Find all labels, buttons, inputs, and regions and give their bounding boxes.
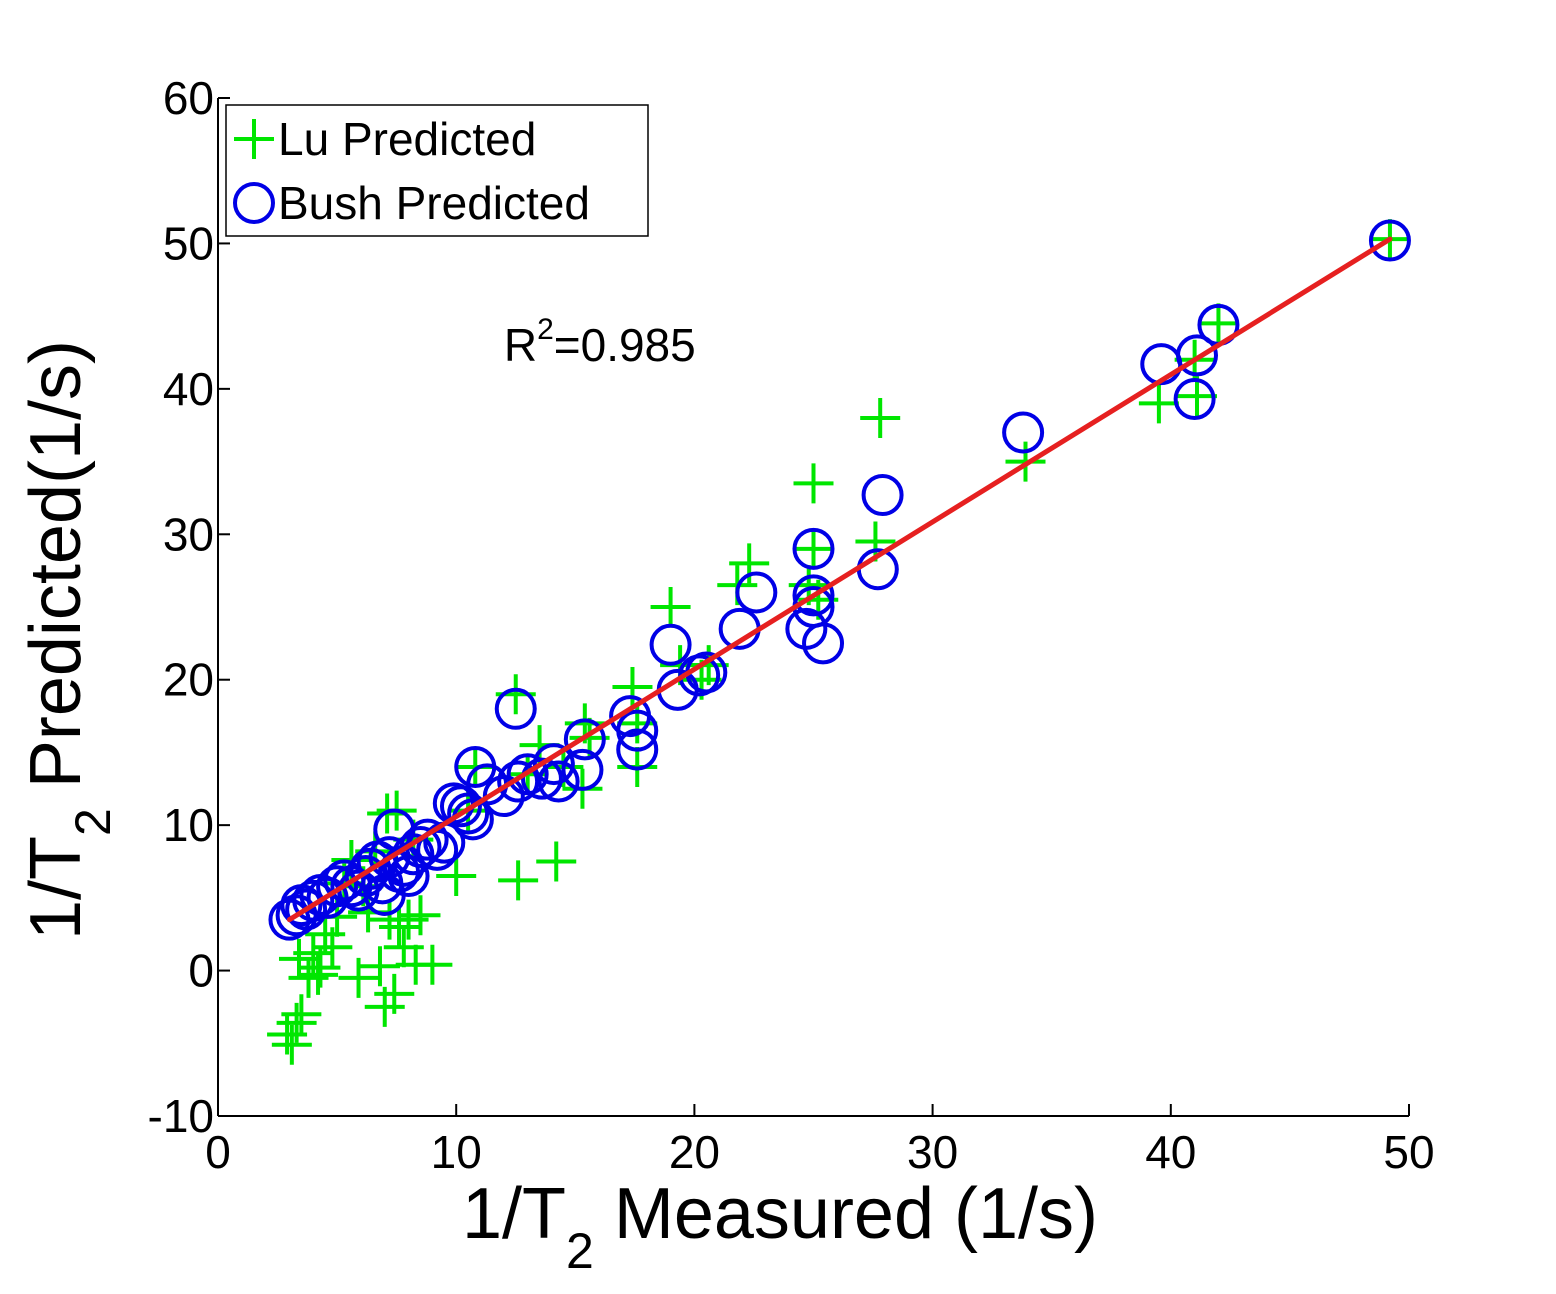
r-squared-annotation: R2=0.985 bbox=[504, 313, 696, 371]
bush-point bbox=[447, 792, 490, 835]
y-tick-label: 30 bbox=[163, 508, 214, 560]
bush-point bbox=[792, 527, 835, 570]
lu-point bbox=[793, 528, 834, 569]
bush-point bbox=[1368, 219, 1411, 262]
bush-point bbox=[649, 623, 692, 666]
bush-point bbox=[1002, 411, 1045, 454]
lu-point bbox=[276, 1002, 317, 1043]
lu-point bbox=[1138, 383, 1179, 424]
r-squared-label: R2=0.985 bbox=[504, 313, 696, 371]
lu-point bbox=[612, 666, 653, 707]
y-tick-label: 50 bbox=[163, 217, 214, 269]
axes bbox=[217, 98, 1409, 1117]
lu-point bbox=[498, 860, 539, 901]
legend: Lu Predicted Bush Predicted bbox=[225, 104, 649, 237]
lu-point bbox=[860, 397, 901, 438]
bush-point bbox=[802, 622, 845, 665]
series-layer bbox=[267, 219, 1411, 1065]
fit-line bbox=[286, 236, 1393, 923]
x-tick-label: 50 bbox=[1383, 1126, 1434, 1178]
bush-point bbox=[861, 474, 904, 517]
bush-point bbox=[285, 888, 328, 931]
lu-point bbox=[793, 463, 834, 504]
lu-point bbox=[271, 1024, 312, 1065]
bush-point bbox=[497, 760, 540, 803]
lu-point bbox=[374, 973, 415, 1014]
x-tick-label: 0 bbox=[205, 1126, 231, 1178]
x-tick-label: 40 bbox=[1145, 1126, 1196, 1178]
legend-label-lu: Lu Predicted bbox=[278, 113, 536, 165]
x-tick-label: 10 bbox=[431, 1126, 482, 1178]
legend-entry-bush: Bush Predicted bbox=[233, 177, 590, 229]
y-tick-label: 60 bbox=[163, 72, 214, 124]
lu-point bbox=[412, 944, 453, 985]
lu-point bbox=[400, 895, 441, 936]
bush-point bbox=[1176, 334, 1219, 377]
lu-point bbox=[298, 954, 339, 995]
y-tick-label: 20 bbox=[163, 654, 214, 706]
lu-point bbox=[1198, 303, 1239, 344]
x-tick-label: 20 bbox=[669, 1126, 720, 1178]
lu-point bbox=[312, 927, 353, 968]
lu-point bbox=[359, 946, 400, 987]
y-tick-label: 10 bbox=[163, 799, 214, 851]
legend-label-bush: Bush Predicted bbox=[278, 177, 590, 229]
bush-point bbox=[520, 757, 563, 800]
y-tick-label: 0 bbox=[188, 945, 214, 997]
bush-point bbox=[494, 687, 537, 730]
lu-point bbox=[1177, 376, 1217, 417]
bush-point bbox=[439, 785, 482, 828]
bush-point bbox=[387, 855, 430, 898]
bush-point bbox=[316, 865, 359, 908]
bush-point bbox=[616, 728, 659, 771]
bush-point bbox=[1173, 378, 1216, 421]
legend-circle-icon bbox=[233, 182, 275, 224]
lu-point bbox=[281, 994, 322, 1035]
bush-point bbox=[792, 574, 835, 617]
lu-point bbox=[338, 957, 379, 998]
bush-point bbox=[532, 743, 575, 786]
legend-box bbox=[225, 104, 649, 237]
bush-point bbox=[563, 718, 606, 761]
bush-point bbox=[292, 879, 335, 922]
bush-point bbox=[616, 709, 659, 752]
y-tick-label: -10 bbox=[148, 1090, 214, 1142]
bush-point bbox=[735, 571, 778, 614]
y-tick-label: 40 bbox=[163, 363, 214, 415]
bush-point bbox=[561, 748, 604, 791]
legend-entry-lu: Lu Predicted bbox=[234, 113, 536, 165]
series-bush-predicted bbox=[268, 219, 1411, 941]
lu-point bbox=[436, 856, 477, 897]
bush-point bbox=[399, 825, 442, 868]
bush-point bbox=[406, 818, 449, 861]
bush-point bbox=[537, 760, 580, 803]
lu-point bbox=[300, 947, 341, 988]
lu-point bbox=[379, 906, 420, 947]
lu-point bbox=[650, 587, 691, 627]
y-axis-title: 1/T2 Predicted(1/s) bbox=[16, 340, 121, 940]
lu-point bbox=[536, 841, 577, 882]
x-tick-label: 30 bbox=[907, 1126, 958, 1178]
x-axis-title: 1/T2 Measured (1/s) bbox=[462, 1174, 1098, 1279]
